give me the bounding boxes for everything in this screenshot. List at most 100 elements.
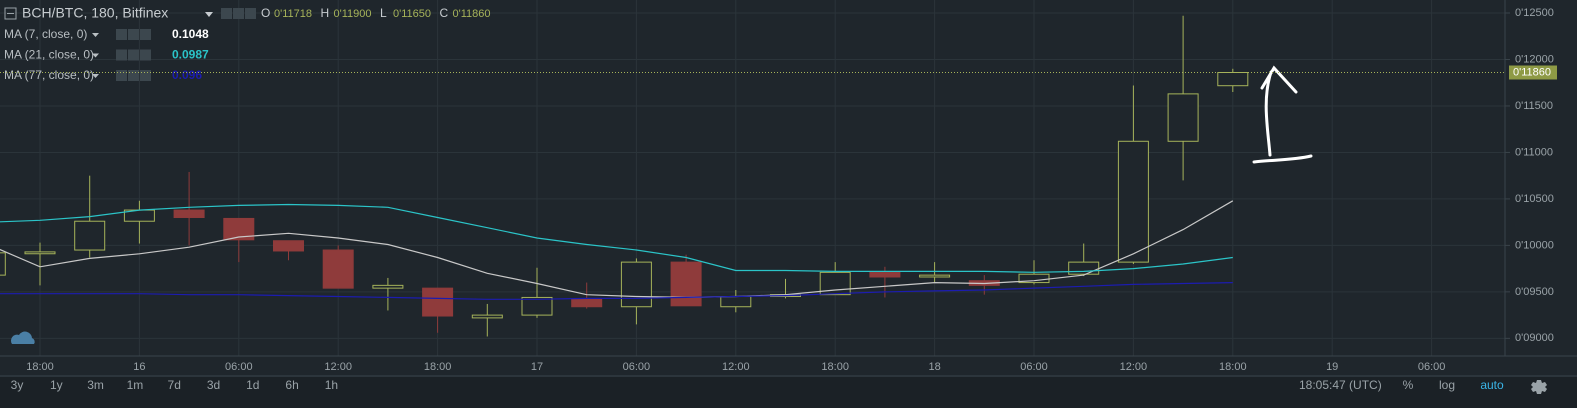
legend-icon[interactable] (116, 70, 127, 81)
ma-line (0, 203, 1233, 273)
ma-line (0, 200, 1234, 299)
settings-icon[interactable] (1531, 380, 1547, 394)
candle-body (223, 217, 255, 241)
legend-icon[interactable] (233, 8, 244, 19)
legend-value: 0.1048 (172, 27, 209, 41)
candle-body (1217, 72, 1249, 87)
candle-body (372, 284, 404, 289)
x-tick-label: 18:00 (1219, 361, 1247, 373)
x-tick-label: 06:00 (225, 361, 253, 373)
ohlc-key: O (261, 6, 270, 20)
candle-body (1068, 261, 1100, 275)
x-tick-label: 06:00 (1020, 361, 1048, 373)
candle-body (620, 261, 652, 308)
legend-icon[interactable] (140, 29, 151, 40)
ohlc-key: H (321, 6, 330, 20)
dropdown[interactable] (92, 33, 99, 37)
legend-icon[interactable] (140, 70, 151, 81)
candle-body (1167, 93, 1199, 142)
x-tick-label: 18:00 (821, 361, 849, 373)
y-tick-label: 0'09000 (1515, 332, 1554, 344)
collapse-icon[interactable] (4, 7, 17, 20)
x-tick-label: 18:00 (424, 361, 452, 373)
candle-body (322, 249, 354, 289)
x-tick-label: 19 (1326, 361, 1338, 373)
ohlc-value: 0'11860 (453, 8, 491, 20)
y-tick-label: 0'12500 (1515, 7, 1554, 19)
ohlc-value: 0'11650 (393, 8, 431, 20)
toolbar (0, 377, 1577, 408)
x-tick-label: 06:00 (623, 361, 651, 373)
legend-icon[interactable] (116, 29, 127, 40)
candle-body (74, 220, 106, 251)
timeframe-button[interactable]: 3m (87, 378, 104, 392)
timeframe-button[interactable]: 3y (11, 378, 24, 392)
timeframe-button[interactable]: 7d (168, 378, 181, 392)
timeframe-button[interactable]: 6h (285, 378, 298, 392)
candle-body (1117, 140, 1149, 263)
y-tick-label: 0'10000 (1515, 239, 1554, 251)
x-tick-label: 06:00 (1418, 361, 1446, 373)
legend-value: 0.0987 (172, 48, 209, 62)
candle-body (422, 287, 454, 317)
candle-body (1018, 273, 1050, 284)
legend-icon[interactable] (221, 8, 232, 19)
x-tick-label: 17 (531, 361, 543, 373)
y-tick-label: 0'12000 (1515, 53, 1554, 65)
y-tick-label: 0'11500 (1515, 100, 1553, 112)
price-badge-label: 0'11860 (1513, 66, 1551, 78)
candle-body (720, 296, 752, 308)
legend-value: 0.096 (172, 68, 202, 82)
legend-name: MA (21, close, 0) (4, 48, 94, 62)
candle-body (0, 252, 6, 276)
dropdown[interactable] (92, 53, 99, 58)
annotation-arrow (1252, 65, 1313, 164)
x-tick-label: 16 (133, 361, 145, 373)
legend-icon[interactable] (116, 49, 127, 61)
price-badge (1509, 65, 1557, 80)
candle-body (869, 271, 901, 278)
x-tick-label: 18:00 (26, 361, 54, 373)
candle-body (471, 314, 503, 319)
legend-icon[interactable] (128, 49, 139, 61)
timeframe-button[interactable]: 1m (127, 378, 144, 392)
x-tick-label: 12:00 (722, 361, 750, 373)
dropdown[interactable] (205, 12, 213, 17)
legend-name: MA (77, close, 0) (4, 68, 94, 82)
dropdown[interactable] (92, 74, 99, 78)
logo (10, 331, 35, 344)
y-tick-label: 0'11000 (1515, 146, 1553, 158)
chart-title: BCH/BTC, 180, Bitfinex (22, 5, 168, 21)
y-tick-label: 0'09500 (1515, 286, 1554, 298)
candle-body (670, 261, 702, 307)
timeframe-button[interactable]: 3d (207, 378, 220, 392)
ohlc-key: L (380, 6, 387, 20)
scale-option[interactable]: log (1439, 378, 1455, 392)
ohlc-value: 0'11900 (334, 8, 372, 20)
candle-body (521, 296, 553, 316)
clock: 18:05:47 (UTC) (1299, 378, 1382, 392)
ohlc-key: C (440, 6, 449, 20)
legend-icon[interactable] (128, 70, 139, 81)
x-tick-label: 12:00 (324, 361, 352, 373)
legend-icon[interactable] (128, 29, 139, 40)
legend-name: MA (7, close, 0) (4, 27, 87, 41)
timeframe-button[interactable]: 1h (325, 378, 338, 392)
ohlc-value: 0'11718 (274, 8, 312, 20)
timeframe-button[interactable]: 1y (50, 378, 63, 392)
legend-icon[interactable] (245, 8, 256, 19)
candle-body (571, 298, 603, 308)
scale-option[interactable]: auto (1480, 378, 1504, 392)
candle-body (273, 240, 304, 252)
candle-body (173, 209, 205, 219)
candle-body (24, 251, 56, 255)
y-tick-label: 0'10500 (1515, 193, 1554, 205)
x-tick-label: 12:00 (1120, 361, 1148, 373)
candle-body (919, 274, 951, 278)
x-tick-label: 18 (928, 361, 940, 373)
scale-option[interactable]: % (1403, 378, 1414, 392)
timeframe-button[interactable]: 1d (246, 378, 259, 392)
ma-line (0, 282, 1233, 300)
legend-icon[interactable] (140, 49, 151, 61)
